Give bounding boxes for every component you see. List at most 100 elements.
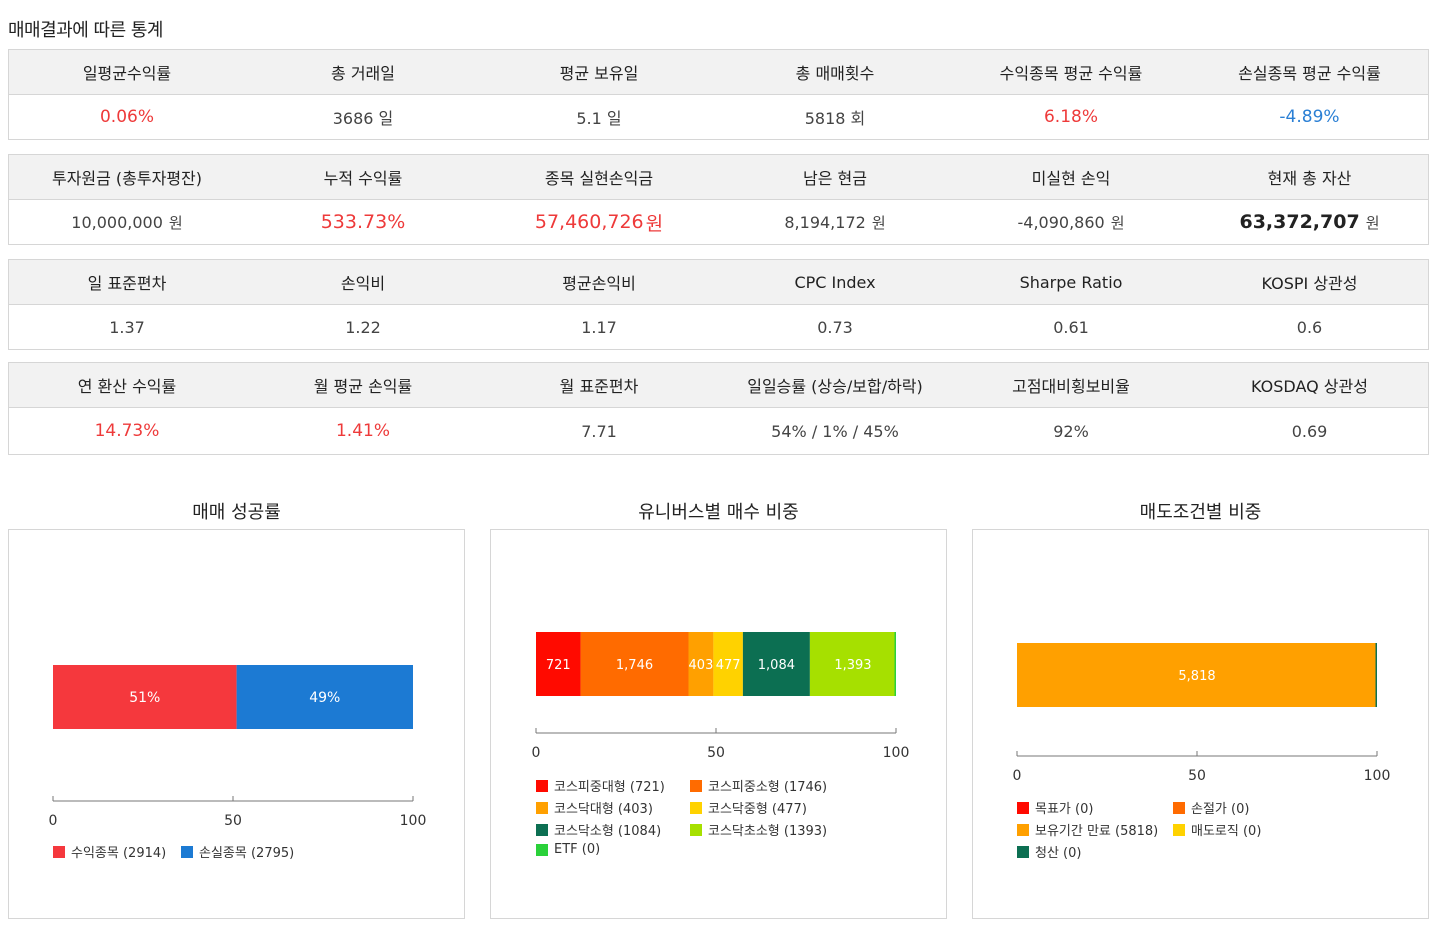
amount: 10,000,000 — [71, 212, 163, 232]
header-total-assets: 현재 총 자산 — [1267, 169, 1352, 188]
header-loss-avg-return: 손실종목 평균 수익률 — [1238, 64, 1381, 83]
legend-item: 코스닥중형 (477) — [690, 798, 807, 817]
legend-swatch — [1173, 801, 1185, 814]
stats-header-row: 연 환산 수익률 월 평균 손익률 월 표준편차 일일승률 (상승/보합/하락)… — [9, 363, 1428, 408]
stats-block-annual: 연 환산 수익률 월 평균 손익률 월 표준편차 일일승률 (상승/보합/하락)… — [8, 362, 1429, 455]
header-avg-holding-days: 평균 보유일 — [559, 64, 639, 83]
header-total-trading-days: 총 거래일 — [331, 64, 395, 83]
unit-won: 원 — [645, 212, 664, 235]
unit-won: 원 — [168, 213, 183, 232]
legend-label: 수익종목 (2914) — [71, 846, 167, 861]
legend-swatch — [1017, 823, 1029, 836]
legend-item: 목표가 (0) — [1017, 798, 1093, 817]
bar-label-0: 51% — [129, 690, 160, 706]
bar-segment-5 — [809, 632, 896, 696]
value-profit-avg-return: 6.18% — [1043, 107, 1098, 127]
value-annualized-return: 14.73% — [94, 421, 160, 441]
header-principal: 투자원금 (총투자평잔) — [51, 169, 203, 188]
value-loss-avg-return: -4.89% — [1279, 107, 1340, 127]
x-tick-label: 50 — [224, 813, 242, 829]
header-daily-avg-return: 일평균수익률 — [82, 64, 172, 83]
bar-label-1: 49% — [309, 690, 340, 706]
header-realized-pnl: 종목 실현손익금 — [544, 169, 654, 188]
legend-item: 코스피중대형 (721) — [536, 776, 665, 795]
header-avg-profit-loss-ratio: 평균손익비 — [562, 274, 636, 293]
amount: -4,090,860 — [1017, 212, 1105, 232]
value-avg-holding-days: 5.1 일 — [576, 109, 622, 128]
header-daily-win-rate: 일일승률 (상승/보합/하락) — [747, 377, 923, 396]
legend-label: 코스피중대형 (721) — [554, 780, 665, 795]
header-profit-avg-return: 수익종목 평균 수익률 — [999, 64, 1143, 83]
header-kospi-correlation: KOSPI 상관성 — [1261, 274, 1358, 293]
legend-swatch — [53, 845, 65, 858]
header-total-trades: 총 매매횟수 — [795, 64, 875, 83]
stats-block-risk: 일 표준편차 손익비 평균손익비 CPC Index Sharpe Ratio … — [8, 259, 1429, 350]
x-tick-label: 50 — [1188, 768, 1206, 784]
legend-swatch — [690, 779, 702, 792]
value-daily-win-rate: 54% / 1% / 45% — [771, 421, 899, 441]
bar-segment-1 — [236, 665, 413, 729]
value-sideways-ratio: 92% — [1053, 421, 1089, 441]
page-title: 매매결과에 따른 통계 — [8, 20, 163, 41]
legend-item: 코스닥초소형 (1393) — [690, 820, 827, 839]
legend-label: 보유기간 만료 (5818) — [1035, 824, 1159, 839]
legend-swatch — [181, 845, 193, 858]
value-unrealized-pnl: -4,090,860 원 — [953, 200, 1189, 244]
chart-title-sell-condition: 매도조건별 비중 — [1139, 502, 1262, 523]
legend-label: ETF (0) — [554, 842, 601, 857]
chart-sell-condition: 5,818 0 50 100 — [1013, 643, 1390, 784]
header-monthly-avg-return: 월 평균 손익률 — [313, 377, 413, 396]
bar-segment-2 — [1017, 643, 1377, 707]
legend-swatch — [536, 801, 548, 814]
legend-label: 코스피중소형 (1746) — [708, 780, 828, 795]
value-avg-profit-loss-ratio: 1.17 — [581, 317, 617, 337]
bar-segment-3 — [713, 632, 743, 696]
bar-label-2: 403 — [689, 658, 714, 673]
value-cpc-index: 0.73 — [817, 317, 853, 337]
bar-segment-1 — [580, 632, 689, 696]
bar-segment-0 — [536, 632, 581, 696]
stats-value-row: 10,000,000 원 533.73% 57,460,726 원 8,194,17… — [9, 200, 1428, 244]
value-kospi-correlation: 0.6 — [1296, 317, 1323, 337]
bar-segment-0 — [53, 665, 237, 729]
legend-label: 청산 (0) — [1035, 846, 1082, 861]
unit-won: 원 — [1110, 213, 1125, 232]
header-daily-stdev: 일 표준편차 — [87, 274, 167, 293]
legend-item: 코스피중소형 (1746) — [690, 776, 827, 795]
chart-win-rate: 51% 49% 0 50 100 — [49, 665, 427, 829]
amount: 8,194,172 — [784, 212, 866, 232]
chart-universe-weight: 721 1,746 403 477 1,084 1,393 0 50 100 — [532, 632, 909, 761]
legend-label: 손절가 (0) — [1191, 802, 1250, 817]
value-total-assets: 63,372,707 원 — [1189, 200, 1430, 244]
value-principal: 10,000,000 원 — [9, 200, 245, 244]
x-tick-label: 100 — [400, 813, 427, 829]
stats-block-summary: 일평균수익률 총 거래일 평균 보유일 총 매매횟수 수익종목 평균 수익률 손… — [8, 49, 1429, 140]
amount: 63,372,707 — [1239, 211, 1360, 233]
chart-panel-win-rate: 51% 49% 0 50 100 수익종목 (2914) 손실종목 (2795) — [8, 529, 465, 919]
legend-label: 코스닥소형 (1084) — [554, 824, 662, 839]
legend-label: 손실종목 (2795) — [199, 846, 295, 861]
header-sharpe-ratio: Sharpe Ratio — [1019, 272, 1123, 292]
stats-header-row: 일평균수익률 총 거래일 평균 보유일 총 매매횟수 수익종목 평균 수익률 손… — [9, 50, 1428, 95]
chart-title-universe-weight: 유니버스별 매수 비중 — [638, 502, 799, 523]
stats-header-row: 투자원금 (총투자평잔) 누적 수익률 종목 실현손익금 남은 현금 미실현 손… — [9, 155, 1428, 200]
legend-swatch — [536, 843, 548, 856]
legend-swatch — [690, 823, 702, 836]
legend-item: 코스닥대형 (403) — [536, 798, 653, 817]
bar-segment-2 — [688, 632, 714, 696]
value-cumulative-return: 533.73% — [320, 211, 406, 233]
legend-label: 목표가 (0) — [1035, 802, 1094, 817]
bar-label-1: 1,746 — [616, 658, 653, 673]
stats-value-row: 14.73% 1.41% 7.71 54% / 1% / 45% 92% 0.6… — [9, 408, 1428, 454]
legend-item: 손절가 (0) — [1173, 798, 1249, 817]
bar-edge-marker — [894, 632, 896, 696]
value-remaining-cash: 8,194,172 원 — [717, 200, 953, 244]
header-monthly-stdev: 월 표준편차 — [559, 377, 639, 396]
x-tick-label: 0 — [49, 813, 58, 829]
legend-swatch — [1017, 801, 1029, 814]
legend-swatch — [690, 801, 702, 814]
header-unrealized-pnl: 미실현 손익 — [1031, 169, 1111, 188]
value-total-trading-days: 3686 일 — [332, 109, 394, 128]
legend-label: 매도로직 (0) — [1191, 824, 1262, 839]
legend-label: 코스닥초소형 (1393) — [708, 824, 828, 839]
